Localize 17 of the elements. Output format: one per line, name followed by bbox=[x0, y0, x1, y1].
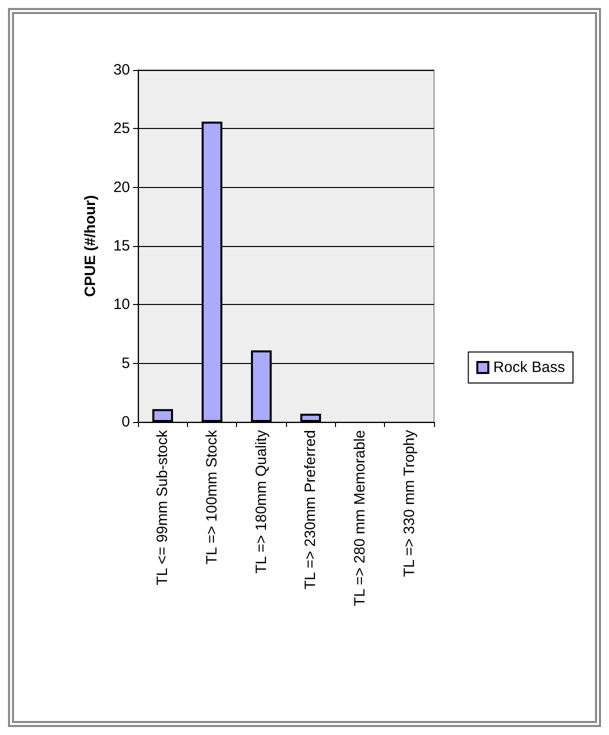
y-tick-label: 30 bbox=[113, 62, 130, 78]
y-tick-label: 25 bbox=[113, 120, 130, 138]
bar bbox=[152, 409, 174, 422]
y-tick-label: 10 bbox=[113, 296, 130, 314]
x-tick-label: TL => 100mm Stock bbox=[204, 430, 220, 565]
x-tick-label: TL => 180mm Quality bbox=[252, 430, 270, 574]
y-tick-label: 5 bbox=[122, 354, 130, 372]
x-tick-label: TL => 330 mm Trophy bbox=[400, 430, 418, 578]
x-tick-label: TL => 280 mm Memorable bbox=[352, 430, 368, 606]
bar bbox=[300, 414, 322, 422]
y-axis-title: CPUE (#/hour) bbox=[82, 195, 99, 297]
y-tick-label: 0 bbox=[122, 414, 130, 430]
x-tick-label: TL <= 99mm Sub-stock bbox=[154, 430, 172, 586]
legend-label: Rock Bass bbox=[493, 359, 566, 376]
y-tick-label: 20 bbox=[113, 178, 130, 196]
x-tick-label: TL => 230mm Preferred bbox=[302, 430, 320, 590]
y-tick-label: 15 bbox=[113, 238, 130, 254]
